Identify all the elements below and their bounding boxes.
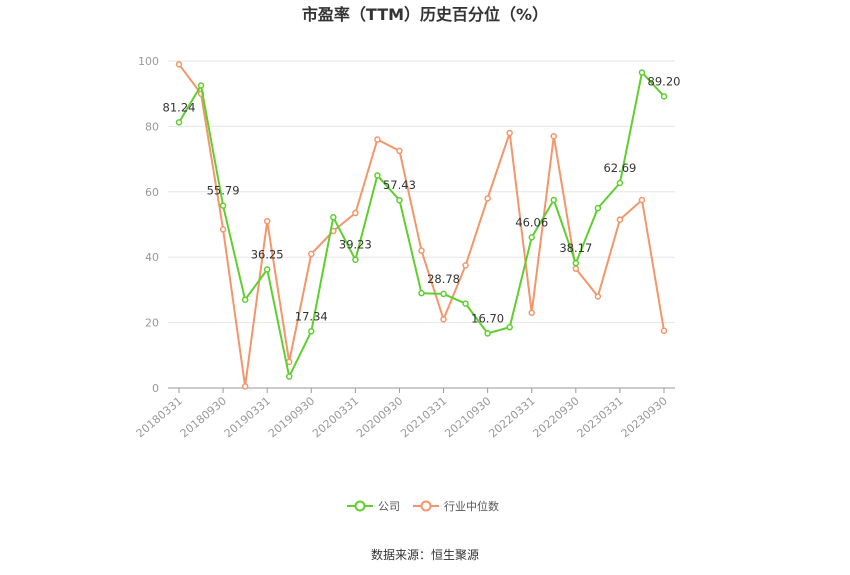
grid-lines (168, 60, 675, 324)
data-label: 55.79 (207, 184, 240, 198)
x-tick-label: 20230331 (575, 394, 626, 440)
y-axis-ticks: 0 20 40 60 80 100 (138, 55, 159, 395)
data-label: 89.20 (648, 74, 681, 88)
series-layer (175, 61, 668, 390)
data-point[interactable] (374, 172, 381, 179)
legend-company-label: 公司 (378, 500, 400, 513)
data-source: 数据来源：恒生聚源 (371, 547, 479, 562)
x-tick-label: 20200331 (310, 394, 361, 440)
data-label: 39.23 (339, 238, 372, 252)
y-tick-label: 80 (145, 120, 159, 133)
data-label: 28.78 (427, 272, 460, 286)
data-point[interactable] (396, 196, 403, 204)
data-point[interactable] (396, 147, 403, 155)
x-tick-label: 20180331 (134, 394, 185, 440)
chart-title: 市盈率（TTM）历史百分位（%） (302, 5, 548, 24)
data-point[interactable] (197, 82, 205, 89)
y-tick-label: 0 (152, 382, 159, 395)
y-tick-label: 20 (145, 317, 159, 330)
data-label: 81.24 (163, 100, 196, 114)
data-point[interactable] (219, 202, 227, 209)
data-point[interactable] (308, 328, 315, 335)
y-tick-label: 40 (145, 251, 159, 264)
data-point[interactable] (374, 136, 381, 143)
data-point[interactable] (506, 323, 513, 331)
data-point[interactable] (418, 289, 425, 297)
data-point[interactable] (263, 217, 271, 225)
y-tick-label: 60 (145, 186, 159, 199)
data-point[interactable] (638, 196, 646, 204)
legend-industry-label: 行业中位数 (444, 499, 499, 513)
data-label: 16.70 (471, 311, 504, 325)
x-tick-label: 20210331 (398, 394, 449, 440)
data-point[interactable] (506, 129, 513, 137)
x-tick-label: 20200930 (354, 394, 405, 440)
legend-industry-marker (420, 500, 432, 512)
data-point[interactable] (528, 234, 535, 241)
data-label: 17.34 (295, 309, 328, 323)
x-tick-label: 20180930 (178, 394, 229, 440)
data-point[interactable] (616, 216, 624, 223)
data-point[interactable] (484, 330, 491, 337)
legend-company-marker (354, 500, 366, 512)
data-label: 36.25 (251, 247, 284, 261)
data-point[interactable] (616, 179, 624, 187)
data-point[interactable] (462, 300, 469, 307)
data-point[interactable] (308, 250, 315, 258)
data-point[interactable] (263, 266, 271, 273)
data-point[interactable] (484, 195, 491, 202)
data-point[interactable] (418, 247, 425, 254)
data-point[interactable] (352, 256, 359, 263)
data-label: 46.06 (515, 215, 548, 229)
data-point[interactable] (330, 214, 337, 221)
data-point[interactable] (572, 259, 580, 267)
data-point[interactable] (352, 209, 359, 217)
data-point[interactable] (241, 296, 249, 303)
data-point[interactable] (660, 327, 668, 335)
x-tick-label: 20210930 (442, 394, 493, 440)
x-tick-label: 20220331 (486, 394, 537, 440)
data-point[interactable] (638, 69, 646, 76)
x-tick-label: 20220930 (530, 394, 581, 440)
x-tick-label: 20230930 (619, 394, 670, 440)
data-label: 62.69 (603, 161, 636, 175)
data-point[interactable] (660, 93, 668, 100)
data-point[interactable] (528, 309, 535, 317)
data-point[interactable] (285, 373, 293, 380)
legend-item-company[interactable]: 公司 (347, 500, 400, 513)
data-label: 38.17 (559, 241, 592, 255)
data-point[interactable] (462, 262, 469, 269)
data-labels: 81.24 55.79 36.25 17.34 39.23 57.43 28.78 16.70… (163, 74, 681, 325)
x-tick-label: 20190331 (222, 394, 273, 440)
data-point[interactable] (440, 316, 447, 323)
data-point[interactable] (241, 383, 249, 390)
legend: 公司 行业中位数 (347, 499, 499, 513)
y-tick-label: 100 (138, 55, 159, 68)
data-point[interactable] (550, 132, 558, 140)
data-point[interactable] (550, 196, 558, 204)
data-point[interactable] (175, 61, 183, 68)
data-point[interactable] (440, 290, 447, 298)
data-point[interactable] (219, 226, 227, 233)
data-point[interactable] (175, 119, 183, 126)
data-point[interactable] (594, 293, 602, 300)
legend-item-industry-median[interactable]: 行业中位数 (413, 499, 499, 513)
x-tick-label: 20190930 (266, 394, 317, 440)
x-axis: 2018033120180930201903312019093020200331… (134, 387, 675, 440)
data-point[interactable] (572, 265, 580, 272)
data-label: 57.43 (383, 178, 416, 192)
data-point[interactable] (594, 204, 602, 212)
